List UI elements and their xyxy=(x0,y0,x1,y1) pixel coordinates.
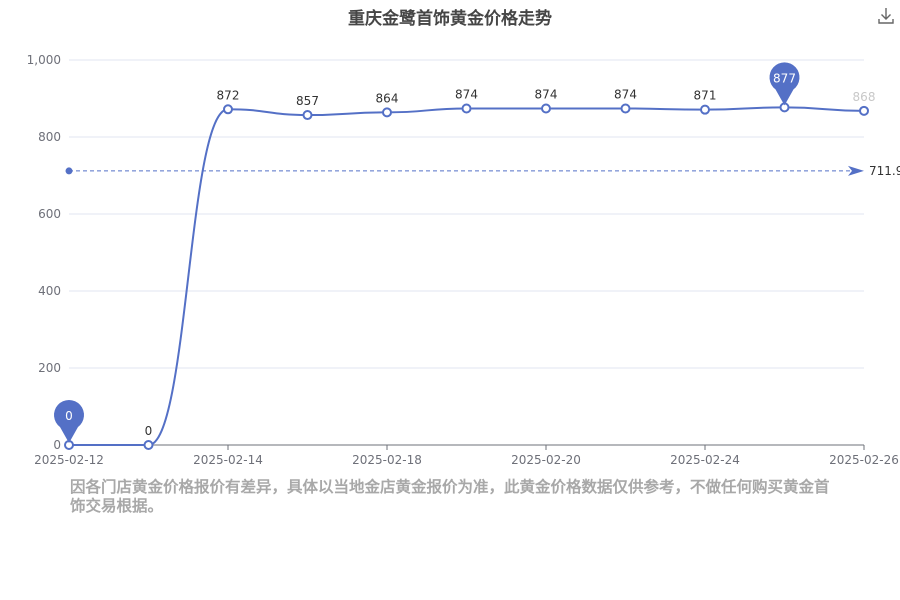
y-tick-label: 0 xyxy=(53,438,61,452)
x-tick-label: 2025-02-12 xyxy=(34,453,104,467)
data-point xyxy=(859,105,869,116)
y-tick-label: 200 xyxy=(38,361,61,375)
average-mark-line: 711.9 xyxy=(65,164,900,178)
data-point xyxy=(461,103,472,114)
max-mark-pin: 877 xyxy=(769,62,800,106)
x-tick-label: 2025-02-20 xyxy=(511,453,581,467)
axes: 0 200 400 600 800 1,000 2025-02-12 2025-02-14 20… xyxy=(27,53,899,467)
data-point xyxy=(382,107,392,118)
data-label: 874 xyxy=(455,88,478,102)
x-tick-label: 2025-02-14 xyxy=(193,453,263,467)
mark-points: 0 877 xyxy=(54,62,800,443)
average-line-label: 711.9 xyxy=(869,164,900,178)
min-mark-pin-label: 0 xyxy=(65,409,73,423)
point-labels: 0 872 857 864 874 874 874 871 868 xyxy=(145,88,876,438)
min-mark-pin-shape xyxy=(54,400,84,443)
series xyxy=(64,102,869,450)
data-label: 0 xyxy=(145,424,153,438)
y-tick-label: 1,000 xyxy=(27,53,61,67)
data-point xyxy=(541,103,551,114)
data-label: 864 xyxy=(376,91,399,105)
data-point xyxy=(143,440,154,450)
max-mark-pin-label: 877 xyxy=(773,71,796,85)
series-line xyxy=(69,106,865,447)
data-label: 874 xyxy=(535,88,558,102)
x-tick-label: 2025-02-26 xyxy=(829,453,899,467)
y-tick-label: 600 xyxy=(38,207,61,221)
data-label: 874 xyxy=(614,88,637,102)
y-tick-label: 800 xyxy=(38,130,61,144)
grid xyxy=(69,59,864,369)
average-line-arrow xyxy=(848,165,864,176)
disclaimer-text: 因各门店黄金价格报价有差异，具体以当地金店黄金报价为准，此黄金价格数据仅供参考，… xyxy=(70,478,830,515)
data-point xyxy=(223,104,233,115)
data-label: 857 xyxy=(296,94,319,108)
chart-title: 重庆金鹭首饰黄金价格走势 xyxy=(348,9,552,29)
max-mark-pin-shape xyxy=(769,62,800,106)
x-tick-label: 2025-02-24 xyxy=(670,453,740,467)
data-point xyxy=(302,110,313,121)
x-tick-label: 2025-02-18 xyxy=(352,453,422,467)
data-point xyxy=(700,104,710,115)
min-mark-pin: 0 xyxy=(54,400,84,443)
download-icon[interactable] xyxy=(876,6,896,26)
data-label: 872 xyxy=(217,88,240,102)
data-point xyxy=(620,103,631,114)
y-tick-label: 400 xyxy=(38,284,61,298)
data-label: 871 xyxy=(694,89,717,103)
average-line-start xyxy=(65,167,73,175)
data-label: 868 xyxy=(853,90,876,104)
